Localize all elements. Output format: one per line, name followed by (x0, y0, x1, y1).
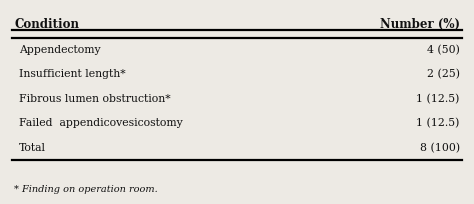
Text: * Finding on operation room.: * Finding on operation room. (14, 185, 158, 194)
Text: 4 (50): 4 (50) (427, 45, 460, 55)
Text: 1 (12.5): 1 (12.5) (416, 118, 460, 129)
Text: 8 (100): 8 (100) (419, 143, 460, 153)
Text: Fibrous lumen obstruction*: Fibrous lumen obstruction* (19, 94, 171, 104)
Text: 1 (12.5): 1 (12.5) (416, 94, 460, 104)
Text: Insufficient length*: Insufficient length* (19, 69, 126, 80)
Text: Total: Total (19, 143, 46, 153)
Text: Number (%): Number (%) (380, 18, 460, 31)
Text: Failed  appendicovesicostomy: Failed appendicovesicostomy (19, 118, 182, 129)
Text: Condition: Condition (14, 18, 79, 31)
Text: 2 (25): 2 (25) (427, 69, 460, 80)
Text: Appendectomy: Appendectomy (19, 45, 100, 55)
